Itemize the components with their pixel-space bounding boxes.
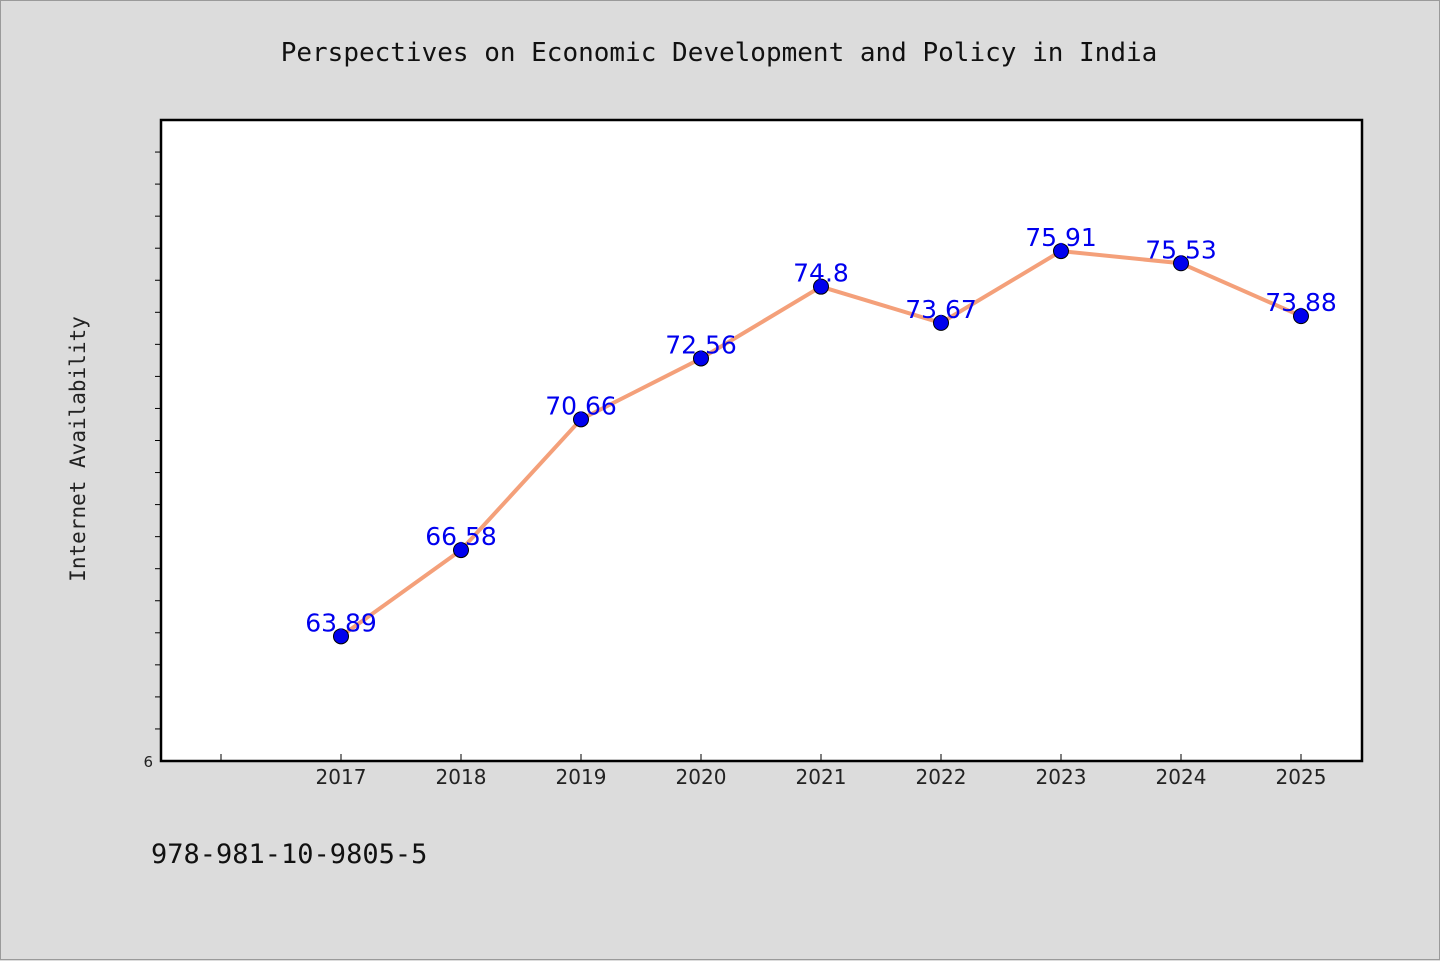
data-point [333, 628, 349, 645]
data-point [693, 350, 709, 367]
data-point [453, 542, 469, 559]
chart-title: Perspectives on Economic Development and… [281, 38, 1158, 68]
data-point [813, 278, 829, 295]
plot-area [159, 118, 1364, 763]
y-tick-label: 6 [143, 753, 153, 771]
x-tick-label: 2023 [1036, 765, 1087, 789]
x-tick-label: 2020 [676, 765, 727, 789]
y-axis-ticks [155, 151, 161, 730]
y-axis-label: Internet Availability [66, 316, 90, 582]
x-tick-label: 2024 [1156, 765, 1207, 789]
data-label: 73.67 [905, 295, 977, 324]
data-label: 72.56 [665, 330, 737, 359]
data-label: 66.58 [425, 522, 497, 551]
x-tick-label: 2022 [916, 765, 967, 789]
data-label: 74.8 [793, 259, 849, 288]
isbn-footer: 978-981-10-9805-5 [151, 839, 427, 870]
data-label: 70.66 [545, 391, 617, 420]
data-point [1293, 308, 1309, 325]
data-point [1173, 255, 1189, 272]
data-point [573, 411, 589, 428]
x-tick-label: 2019 [556, 765, 607, 789]
data-label: 63.89 [305, 608, 377, 637]
x-tick-label: 2017 [316, 765, 367, 789]
data-label: 75.91 [1025, 223, 1097, 252]
x-tick-label: 2025 [1276, 765, 1327, 789]
x-tick-label: 2021 [796, 765, 847, 789]
data-point [933, 314, 949, 331]
series-layer: 63.89 66.58 70.66 72.56 74.8 73.67 75.91 75.53 7… [305, 223, 1337, 645]
data-point [1053, 243, 1069, 260]
x-axis-ticks: 2017 2018 2019 2020 2021 2022 2023 2024 2025 [220, 754, 1327, 789]
data-label: 73.88 [1265, 288, 1337, 317]
x-tick-label: 2018 [436, 765, 487, 789]
data-label: 75.53 [1145, 235, 1217, 264]
